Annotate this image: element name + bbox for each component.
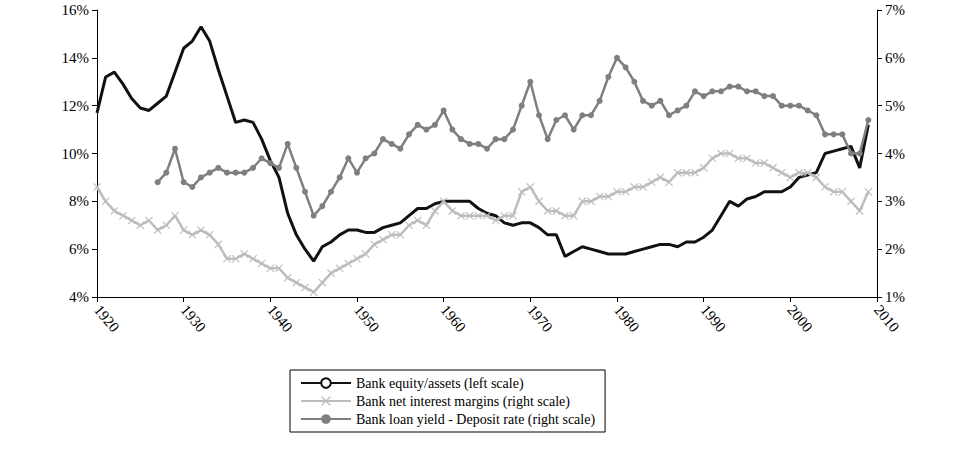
svg-text:16%: 16% [62,2,90,18]
svg-text:1930: 1930 [178,302,210,335]
svg-text:1970: 1970 [524,302,556,335]
svg-text:1990: 1990 [698,302,730,335]
svg-text:4%: 4% [885,146,905,162]
svg-text:2%: 2% [885,241,905,257]
svg-text:1960: 1960 [438,302,470,335]
svg-text:14%: 14% [62,50,90,66]
svg-text:1920: 1920 [91,302,123,335]
svg-text:6%: 6% [69,241,89,257]
svg-text:1980: 1980 [611,302,643,335]
svg-text:Bank net interest margins (rig: Bank net interest margins (right scale) [356,394,570,410]
svg-text:10%: 10% [62,146,90,162]
svg-text:1940: 1940 [264,302,296,335]
svg-text:2000: 2000 [784,302,816,335]
svg-text:12%: 12% [62,98,90,114]
svg-text:6%: 6% [885,50,905,66]
svg-text:8%: 8% [69,193,89,209]
svg-text:2010: 2010 [871,302,903,335]
svg-text:7%: 7% [885,2,905,18]
svg-text:Bank equity/assets (left scale: Bank equity/assets (left scale) [356,376,524,392]
svg-text:1950: 1950 [351,302,383,335]
svg-text:Bank loan yield - Deposit rate: Bank loan yield - Deposit rate (right sc… [356,412,595,428]
svg-text:4%: 4% [69,289,89,305]
svg-text:3%: 3% [885,193,905,209]
svg-text:5%: 5% [885,98,905,114]
svg-text:1%: 1% [885,289,905,305]
